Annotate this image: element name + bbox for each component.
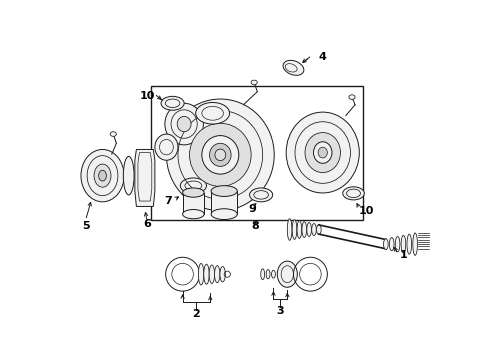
Ellipse shape (407, 234, 412, 254)
Ellipse shape (204, 264, 209, 284)
Ellipse shape (277, 261, 297, 287)
Ellipse shape (123, 156, 134, 195)
Ellipse shape (249, 188, 273, 202)
Ellipse shape (180, 178, 206, 193)
Ellipse shape (211, 186, 237, 197)
Ellipse shape (271, 270, 275, 278)
Text: 10: 10 (140, 91, 155, 100)
Ellipse shape (110, 132, 117, 136)
Ellipse shape (94, 164, 111, 187)
Ellipse shape (155, 134, 178, 160)
Ellipse shape (292, 220, 297, 239)
Text: 2: 2 (193, 309, 200, 319)
Ellipse shape (266, 270, 270, 279)
Ellipse shape (349, 95, 355, 99)
Text: 10: 10 (359, 206, 374, 216)
Ellipse shape (302, 222, 307, 238)
Ellipse shape (317, 225, 321, 235)
Text: 1: 1 (400, 250, 408, 260)
Ellipse shape (318, 147, 327, 158)
Ellipse shape (307, 222, 312, 237)
Ellipse shape (165, 103, 203, 145)
Ellipse shape (211, 209, 237, 220)
Bar (151, 86, 363, 220)
Ellipse shape (220, 266, 225, 282)
Ellipse shape (251, 80, 257, 85)
Ellipse shape (209, 265, 215, 283)
Ellipse shape (190, 123, 251, 186)
Ellipse shape (196, 103, 229, 124)
Ellipse shape (297, 221, 302, 238)
Ellipse shape (167, 99, 274, 211)
Ellipse shape (343, 187, 365, 200)
Text: 7: 7 (164, 196, 172, 206)
Ellipse shape (215, 266, 220, 283)
Ellipse shape (283, 60, 304, 75)
Ellipse shape (161, 96, 184, 110)
Text: 6: 6 (143, 219, 151, 229)
Ellipse shape (183, 188, 204, 197)
Ellipse shape (390, 238, 394, 251)
Ellipse shape (305, 132, 341, 172)
Ellipse shape (98, 170, 106, 181)
Ellipse shape (395, 237, 400, 252)
Ellipse shape (287, 219, 292, 240)
Text: 4: 4 (318, 52, 326, 62)
Text: 3: 3 (276, 306, 284, 316)
Ellipse shape (312, 224, 317, 235)
Ellipse shape (198, 264, 204, 285)
Ellipse shape (384, 239, 388, 249)
Ellipse shape (215, 149, 226, 161)
Ellipse shape (183, 210, 204, 219)
Ellipse shape (413, 233, 417, 255)
Bar (183, 193, 204, 214)
Polygon shape (135, 149, 155, 206)
Ellipse shape (81, 149, 124, 202)
Ellipse shape (314, 142, 332, 163)
Ellipse shape (177, 116, 191, 132)
Text: 5: 5 (82, 221, 89, 231)
Ellipse shape (202, 136, 239, 174)
Text: 8: 8 (251, 221, 259, 231)
Ellipse shape (286, 112, 359, 193)
Bar (211, 191, 237, 214)
Text: 9: 9 (249, 204, 257, 214)
Ellipse shape (261, 269, 265, 280)
Ellipse shape (210, 143, 231, 166)
Ellipse shape (401, 235, 406, 253)
